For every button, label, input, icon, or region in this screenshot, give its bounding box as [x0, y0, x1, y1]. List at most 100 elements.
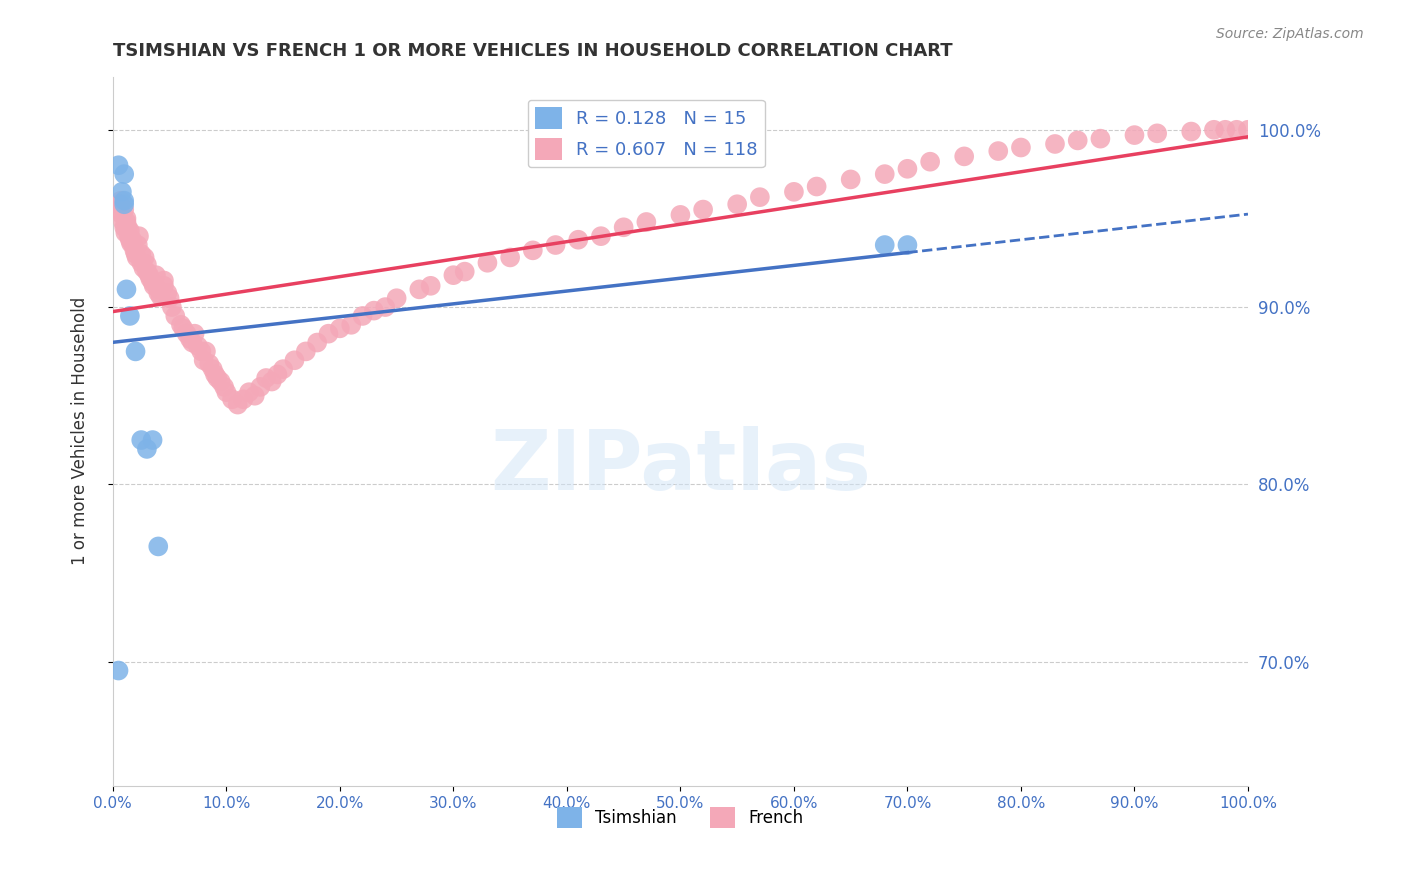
Text: TSIMSHIAN VS FRENCH 1 OR MORE VEHICLES IN HOUSEHOLD CORRELATION CHART: TSIMSHIAN VS FRENCH 1 OR MORE VEHICLES I…	[112, 42, 952, 60]
Point	[441, 268, 464, 282]
Point	[669, 208, 692, 222]
Point	[135, 442, 157, 456]
Point	[839, 172, 862, 186]
Point	[148, 540, 170, 554]
Point	[179, 332, 201, 346]
Point	[128, 229, 150, 244]
Point	[138, 268, 160, 282]
Point	[636, 215, 658, 229]
Point	[1202, 122, 1225, 136]
Point	[156, 285, 179, 300]
Point	[112, 202, 135, 217]
Point	[295, 344, 318, 359]
Point	[194, 344, 217, 359]
Point	[107, 664, 129, 678]
Point	[190, 344, 212, 359]
Point	[129, 247, 152, 261]
Point	[112, 167, 135, 181]
Point	[124, 344, 146, 359]
Text: Source: ZipAtlas.com: Source: ZipAtlas.com	[1216, 27, 1364, 41]
Point	[201, 362, 224, 376]
Point	[145, 268, 167, 282]
Point	[122, 238, 145, 252]
Point	[198, 357, 221, 371]
Point	[1123, 128, 1146, 142]
Point	[806, 179, 828, 194]
Point	[117, 220, 139, 235]
Point	[340, 318, 363, 332]
Point	[243, 389, 266, 403]
Point	[238, 385, 260, 400]
Point	[725, 197, 748, 211]
Point	[135, 258, 157, 272]
Point	[207, 371, 229, 385]
Point	[212, 380, 235, 394]
Point	[160, 300, 183, 314]
Point	[110, 194, 132, 208]
Point	[408, 282, 430, 296]
Point	[318, 326, 340, 341]
Point	[148, 285, 170, 300]
Point	[329, 321, 352, 335]
Point	[115, 211, 138, 226]
Point	[873, 238, 896, 252]
Point	[221, 392, 243, 407]
Point	[129, 256, 152, 270]
Point	[1226, 122, 1249, 136]
Point	[1043, 136, 1066, 151]
Point	[953, 149, 976, 163]
Point	[260, 375, 283, 389]
Point	[115, 282, 138, 296]
Point	[115, 215, 138, 229]
Point	[183, 326, 205, 341]
Point	[159, 291, 181, 305]
Point	[118, 229, 141, 244]
Point	[692, 202, 714, 217]
Point	[153, 278, 176, 293]
Point	[118, 309, 141, 323]
Point	[1180, 124, 1202, 138]
Point	[249, 380, 271, 394]
Point	[454, 265, 477, 279]
Point	[112, 215, 135, 229]
Point	[153, 273, 176, 287]
Point	[134, 251, 156, 265]
Point	[352, 309, 374, 323]
Point	[139, 271, 162, 285]
Point	[135, 265, 157, 279]
Point	[112, 194, 135, 208]
Point	[271, 362, 294, 376]
Point	[149, 289, 172, 303]
Point	[613, 220, 636, 235]
Point	[477, 256, 499, 270]
Point	[873, 167, 896, 181]
Point	[209, 375, 232, 389]
Point	[385, 291, 408, 305]
Point	[165, 309, 187, 323]
Point	[987, 144, 1010, 158]
Point	[226, 398, 249, 412]
Point	[896, 238, 918, 252]
Point	[215, 385, 238, 400]
Point	[108, 197, 131, 211]
Point	[118, 233, 141, 247]
Point	[920, 154, 942, 169]
Point	[121, 233, 143, 247]
Point	[124, 244, 146, 258]
Point	[132, 261, 155, 276]
Point	[363, 303, 385, 318]
Point	[142, 278, 165, 293]
Point	[499, 251, 522, 265]
Point	[896, 161, 918, 176]
Point	[783, 185, 806, 199]
Point	[1010, 140, 1032, 154]
Point	[112, 220, 135, 235]
Point	[118, 224, 141, 238]
Point	[107, 158, 129, 172]
Point	[170, 318, 193, 332]
Point	[567, 233, 589, 247]
Point	[232, 392, 254, 407]
Point	[1146, 126, 1168, 140]
Point	[107, 202, 129, 217]
Point	[419, 278, 441, 293]
